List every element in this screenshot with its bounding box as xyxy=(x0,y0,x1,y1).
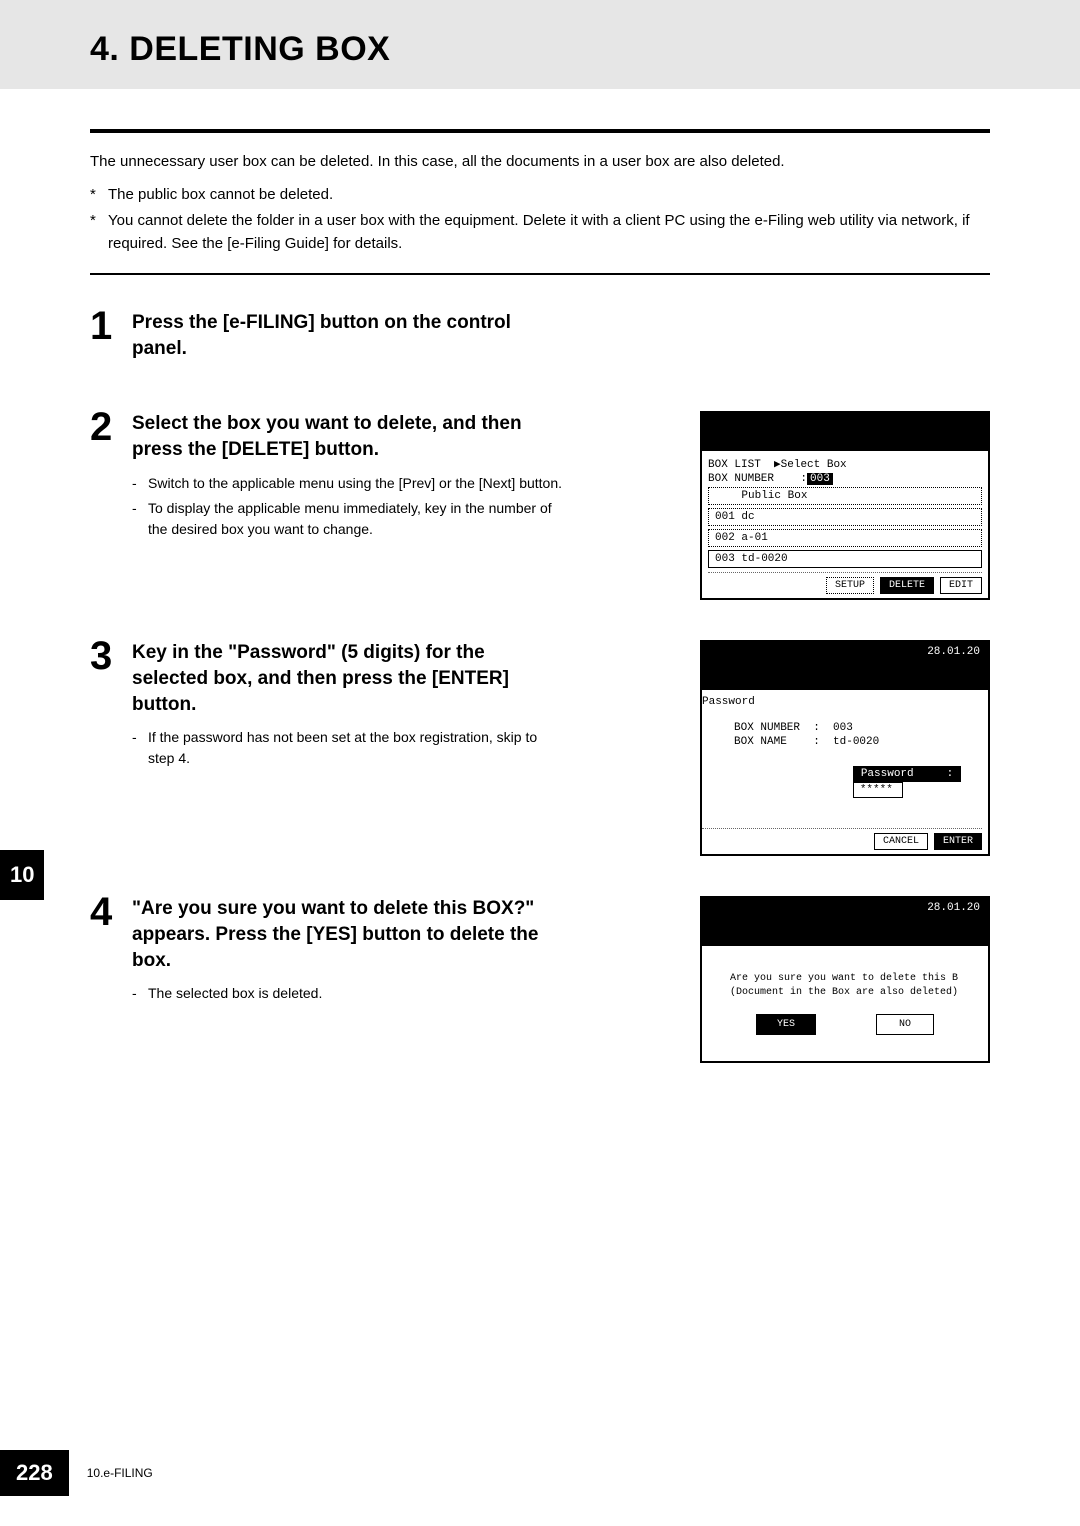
cancel-button[interactable]: CANCEL xyxy=(874,833,928,850)
no-button[interactable]: NO xyxy=(876,1014,934,1035)
step-number: 1 xyxy=(90,306,120,346)
enter-button[interactable]: ENTER xyxy=(934,833,982,850)
step-sublist: Switch to the applicable menu using the … xyxy=(132,473,670,540)
step-title: Select the box you want to delete, and t… xyxy=(132,411,562,462)
lcd-line: BOX LIST ▶Select Box xyxy=(708,457,982,471)
page-number: 228 xyxy=(0,1450,69,1496)
notes-list: The public box cannot be deleted. You ca… xyxy=(90,184,990,256)
section-header: 4. DELETING BOX xyxy=(0,0,1080,89)
lcd-header: 28.01.20 xyxy=(702,642,988,690)
step-sublist: If the password has not been set at the … xyxy=(132,727,670,769)
delete-button[interactable]: DELETE xyxy=(880,577,934,594)
step-sub-item: To display the applicable menu immediate… xyxy=(132,498,562,540)
lcd-row-002[interactable]: 002 a-01 xyxy=(708,529,982,547)
lcd-blank-header xyxy=(702,413,988,451)
step-sub-item: If the password has not been set at the … xyxy=(132,727,562,769)
step-title: Press the [e-FILING] button on the contr… xyxy=(132,310,562,361)
step-number: 4 xyxy=(90,892,120,932)
edit-button[interactable]: EDIT xyxy=(940,577,982,594)
step-number: 3 xyxy=(90,636,120,676)
step-sub-item: Switch to the applicable menu using the … xyxy=(132,473,562,494)
step-number: 2 xyxy=(90,407,120,447)
lcd-line: BOX NUMBER : 003 xyxy=(734,722,982,734)
page-footer: 228 10.e-FILING xyxy=(0,1450,153,1496)
password-label: Password : xyxy=(853,766,961,782)
footer-chapter: 10.e-FILING xyxy=(87,1466,153,1480)
lcd-row-003[interactable]: 003 td-0020 xyxy=(708,550,982,568)
rule-mid xyxy=(90,273,990,275)
intro-text: The unnecessary user box can be deleted.… xyxy=(90,151,990,174)
lcd-screen-confirm: 28.01.20 Are you sure you want to delete… xyxy=(700,896,990,1063)
manual-page: 4. DELETING BOX The unnecessary user box… xyxy=(0,0,1080,1526)
setup-button[interactable]: SETUP xyxy=(826,577,874,594)
chapter-tab: 10 xyxy=(0,850,44,900)
timestamp: 28.01.20 xyxy=(927,646,980,658)
confirm-message: Are you sure you want to delete this B (… xyxy=(702,964,988,1014)
section-title: 4. DELETING BOX xyxy=(90,30,1080,69)
lcd-screen-boxlist: BOX LIST ▶Select Box BOX NUMBER :003 Pub… xyxy=(700,411,990,600)
lcd-row-001[interactable]: 001 dc xyxy=(708,508,982,526)
step-sublist: The selected box is deleted. xyxy=(132,983,670,1004)
lcd-button-row: YES NO xyxy=(702,1014,988,1061)
note-item: You cannot delete the folder in a user b… xyxy=(90,210,990,255)
steps-list: 1 Press the [e-FILING] button on the con… xyxy=(90,310,990,1063)
lcd-password-row: Password : ***** xyxy=(734,754,982,810)
step-1: 1 Press the [e-FILING] button on the con… xyxy=(90,310,990,371)
lcd-header: 28.01.20 xyxy=(702,898,988,946)
yes-button[interactable]: YES xyxy=(756,1014,816,1035)
note-item: The public box cannot be deleted. xyxy=(90,184,990,207)
step-4: 4 "Are you sure you want to delete this … xyxy=(90,896,990,1063)
rule-top xyxy=(90,129,990,133)
step-title: Key in the "Password" (5 digits) for the… xyxy=(132,640,562,717)
lcd-row-public[interactable]: Public Box xyxy=(708,487,982,505)
step-sub-item: The selected box is deleted. xyxy=(132,983,562,1004)
lcd-line: BOX NAME : td-0020 xyxy=(734,736,982,748)
timestamp: 28.01.20 xyxy=(927,902,980,914)
lcd-button-row: SETUP DELETE EDIT xyxy=(708,572,982,594)
password-field[interactable]: ***** xyxy=(853,782,903,798)
step-3: 3 Key in the "Password" (5 digits) for t… xyxy=(90,640,990,856)
content-area: The unnecessary user box can be deleted.… xyxy=(0,89,1080,1063)
step-title: "Are you sure you want to delete this BO… xyxy=(132,896,562,973)
lcd-button-row: CANCEL ENTER xyxy=(702,828,982,850)
step-2: 2 Select the box you want to delete, and… xyxy=(90,411,990,600)
lcd-line: BOX NUMBER :003 xyxy=(708,473,982,485)
lcd-label: Password xyxy=(702,696,982,708)
lcd-screen-password: 28.01.20 Password BOX NUMBER : 003 BOX N… xyxy=(700,640,990,856)
